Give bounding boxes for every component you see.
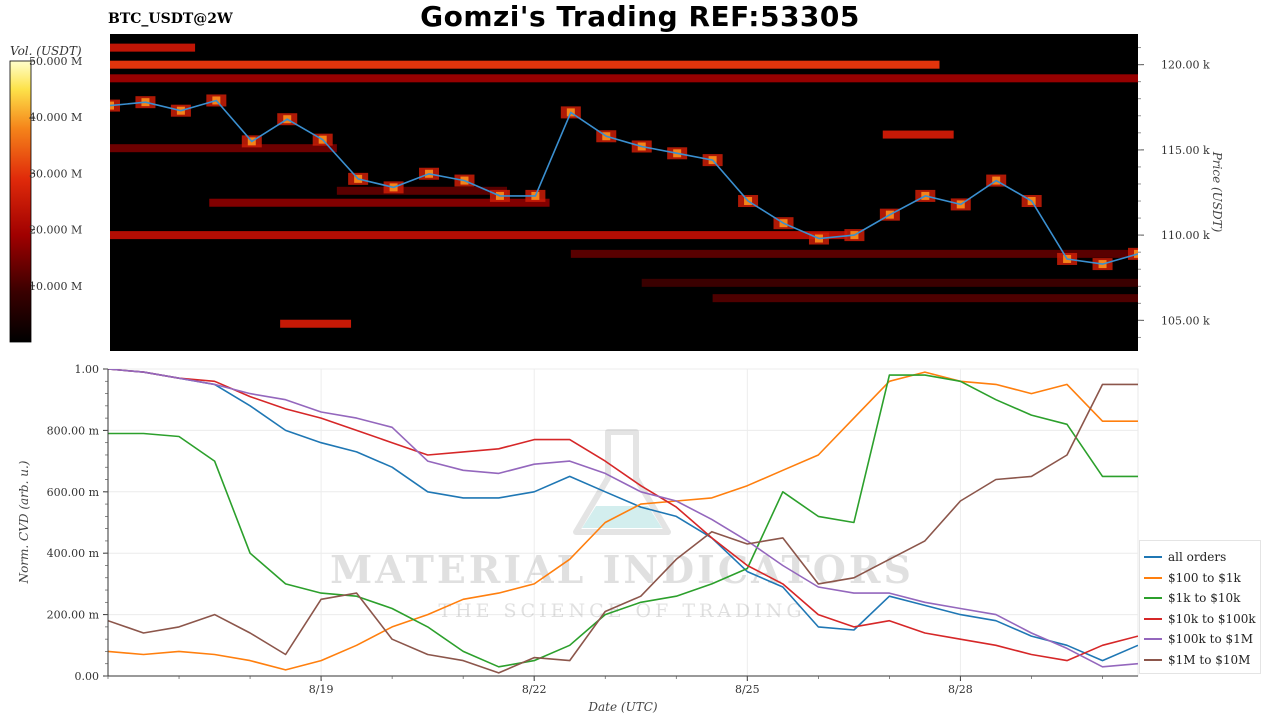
cvd-x-tick-label: 8/22 [522, 683, 547, 696]
cvd-x-tick-label: 8/25 [735, 683, 760, 696]
liquidity-band [110, 144, 337, 153]
liquidity-band [209, 198, 550, 207]
colorbar-gradient [9, 60, 32, 343]
price-tick-label: 115.00 k [1161, 144, 1210, 157]
flask-icon [573, 429, 671, 535]
cvd-series-line [108, 374, 1138, 668]
legend-item: $100 to $1k [1144, 568, 1256, 589]
colorbar-label: Vol. (USDT) [10, 44, 82, 58]
cvd-panel: MATERIAL INDICATORS THE SCIENCE OF TRADI… [17, 363, 1139, 714]
cvd-y-axis-label: Norm. CVD (arb. u.) [17, 460, 31, 584]
cvd-series-line [108, 371, 1138, 671]
cvd-y-tick-label: 0.00 [75, 670, 100, 683]
symbol-label: BTC_USDT@2W [108, 11, 233, 27]
heatmap-panel: 105.00 k 110.00 k 115.00 k 120.00 k Price (… [110, 34, 1224, 351]
heat-cell [1128, 247, 1138, 260]
price-tick-label: 110.00 k [1161, 229, 1210, 242]
price-line [110, 99, 1138, 265]
legend-swatch [1144, 576, 1162, 579]
price-tick-label: 105.00 k [1161, 314, 1210, 327]
legend-swatch [1144, 597, 1162, 600]
legend-swatch [1144, 556, 1162, 559]
price-tick-label: 120.00 k [1161, 59, 1210, 72]
cvd-series-line [108, 369, 1138, 662]
liquidity-band [110, 60, 940, 69]
cvd-series-line [108, 369, 1138, 668]
liquidity-band [110, 231, 848, 240]
legend-label: $100k to $1M [1168, 632, 1254, 647]
colorbar-tick-label: 10.000 M [29, 280, 82, 293]
cvd-y-tick-label: 1.00 [75, 363, 100, 376]
cvd-y-tick-label: 600.00 m [47, 486, 100, 499]
legend-swatch [1144, 658, 1162, 661]
colorbar-tick-label: 30.000 M [29, 167, 82, 180]
cvd-series-line [108, 383, 1138, 674]
colorbar-tick-label: 20.000 M [29, 224, 82, 237]
price-axis-label: Price (USDT) [1210, 151, 1224, 233]
cvd-x-tick-label: 8/28 [948, 683, 973, 696]
liquidity-band [712, 294, 1138, 303]
watermark: MATERIAL INDICATORS THE SCIENCE OF TRADI… [330, 429, 914, 622]
cvd-series-line [108, 369, 1138, 662]
liquidity-band [570, 249, 1138, 258]
legend: all orders $100 to $1k $1k to $10k $10k to … [1139, 540, 1261, 674]
colorbar-tick-label: 50.000 M [29, 55, 82, 68]
legend-swatch [1144, 617, 1162, 620]
cvd-x-tick-label: 8/19 [309, 683, 334, 696]
watermark-main: MATERIAL INDICATORS [330, 547, 914, 592]
legend-item: all orders [1144, 547, 1256, 568]
cvd-y-tick-label: 800.00 m [47, 424, 100, 437]
cvd-plot-area [107, 368, 1139, 677]
legend-label: $1k to $10k [1168, 591, 1241, 606]
legend-label: $100 to $1k [1168, 570, 1241, 585]
colorbar: Vol. (USDT) 10.000 M 20.000 M 30.000 M 40.0… [9, 44, 82, 343]
legend-label: all orders [1168, 550, 1227, 565]
watermark-sub: THE SCIENCE OF TRADING [438, 600, 805, 622]
legend-label: $10k to $100k [1168, 611, 1256, 626]
legend-item: $10k to $100k [1144, 609, 1256, 630]
legend-label: $1M to $10M [1168, 652, 1251, 667]
flask-liquid-icon [582, 506, 662, 528]
cvd-y-tick-label: 200.00 m [47, 609, 100, 622]
liquidity-band [882, 130, 954, 139]
heat-cell [1134, 249, 1138, 258]
cvd-y-tick-label: 400.00 m [47, 547, 100, 560]
colorbar-tick-label: 40.000 M [29, 111, 82, 124]
liquidity-band [280, 319, 352, 328]
legend-item: $100k to $1M [1144, 629, 1256, 650]
liquidity-band [336, 186, 508, 195]
legend-item: $1M to $10M [1144, 650, 1256, 671]
legend-item: $1k to $10k [1144, 588, 1256, 609]
liquidity-band [110, 43, 196, 52]
cvd-x-axis-label: Date (UTC) [587, 700, 657, 714]
legend-swatch [1144, 638, 1162, 641]
chart-title: Gomzi's Trading REF:53305 [420, 0, 860, 33]
liquidity-band [641, 278, 1138, 287]
liquidity-band [110, 74, 1138, 83]
